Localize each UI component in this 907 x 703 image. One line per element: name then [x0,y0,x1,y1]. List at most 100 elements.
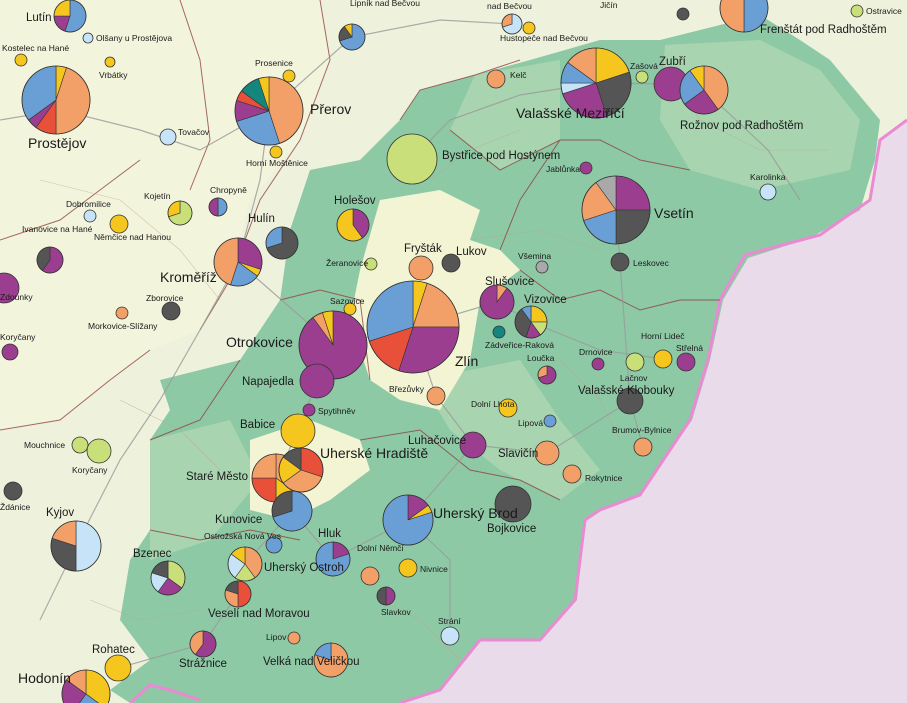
city-label: Ždánice [0,502,31,512]
city-label: Ostrožská Nová Ves [204,531,281,541]
city-label: Přerov [310,101,351,117]
city-label: Olšany u Prostějova [96,33,172,43]
city-label: Otrokovice [226,334,293,350]
city-label: Brumov-Bylnice [612,425,672,435]
city-pie-43 [366,280,460,374]
pie-outline [50,520,102,572]
pie-slice [159,128,177,146]
city-label: Hulín [248,213,275,225]
city-pie-17 [719,0,769,33]
city-label: Ostravice [866,6,902,16]
city-pie-23 [581,175,651,245]
city-pie-40 [1,343,19,361]
city-label: Chropyně [210,185,247,195]
pie-outline [382,494,434,546]
pie-slice [522,21,536,35]
city-pie-38 [115,306,129,320]
city-label: Frenštát pod Radhoštěm [760,24,887,36]
pie-slice [676,7,690,21]
city-pie-69 [494,485,532,523]
city-pie-11 [234,76,304,146]
city-label: Dolní Lhota [471,399,515,409]
city-label: Zubří [659,56,687,68]
city-label: Bojkovice [487,523,536,535]
city-pie-59 [280,413,316,449]
city-pie-55 [616,387,644,415]
city-label: Koryčany [0,332,36,342]
city-label: Veselí nad Moravou [208,608,310,620]
city-pie-60 [459,431,487,459]
city-label: Valašské Meziříčí [516,105,625,121]
city-pie-67 [271,490,313,532]
pie-slice [115,306,129,320]
pie-outline [189,630,217,658]
pie-outline [336,208,370,242]
city-label: Vrbátky [99,70,128,80]
city-pie-1 [82,32,94,44]
pie-slice [82,32,94,44]
city-pie-35 [535,260,549,274]
city-pie-3 [104,56,116,68]
city-label: Mouchnice [24,440,65,450]
city-pie-66 [278,447,324,493]
city-pie-7 [522,21,536,35]
pie-outline [501,13,523,35]
city-label: Luhačovice [408,435,466,447]
city-label: Jičín [600,0,618,10]
city-label: Střelná [676,343,703,353]
city-pie-49 [426,386,446,406]
district-boundaries [0,0,720,541]
city-pie-28 [109,214,129,234]
city-label: Ivanovice na Hané [22,224,93,234]
city-label: Prosenice [255,58,293,68]
city-pie-73 [315,541,351,577]
city-label: Němčice nad Hanou [94,232,171,242]
pie-slice [850,4,864,18]
pie-outline [265,226,299,260]
city-pie-50 [537,365,557,385]
city-pie-0 [53,0,87,33]
city-label: Uherský Ostroh [264,562,344,574]
city-pie-21 [579,161,593,175]
city-pie-33 [408,255,434,281]
city-label: Lačnov [620,373,648,383]
pie-outline [338,23,366,51]
pie-slice [426,386,446,406]
city-pie-34 [441,253,461,273]
pie-slice [610,252,630,272]
city-label: Žeranovice [326,258,368,268]
city-label: Strání [438,616,461,626]
city-pie-27 [36,246,64,274]
pie-outline [213,237,263,287]
city-label: Hodonín [18,670,71,686]
city-pie-46 [492,325,506,339]
city-label: Prostějov [28,135,86,151]
pie-outline [150,560,186,596]
city-pie-77 [227,546,263,582]
pie-outline [271,490,313,532]
city-label: Koryčany [72,465,108,475]
municipal-lines [39,59,830,661]
city-pie-47 [299,363,335,399]
pie-outline [313,642,349,678]
pie-outline [514,305,548,339]
city-pie-25 [208,197,228,217]
city-pie-5 [159,128,177,146]
city-label: Všemina [518,251,551,261]
pie-slice [0,272,20,304]
city-pie-61 [534,440,560,466]
city-label: Velká nad Veličkou [263,656,360,668]
city-pie-19 [676,7,690,21]
pie-slice [633,437,653,457]
city-label: Lipová [518,418,543,428]
city-pie-80 [440,626,460,646]
city-label: Loučka [527,353,555,363]
pie-outline [679,65,729,115]
city-pie-48 [302,403,316,417]
pie-outline [366,280,460,374]
city-pie-78 [376,586,396,606]
city-pie-56 [498,398,518,418]
city-pie-52 [653,349,673,369]
city-label: Kostelec na Hané [2,43,69,53]
city-label: Slavkov [381,607,412,617]
